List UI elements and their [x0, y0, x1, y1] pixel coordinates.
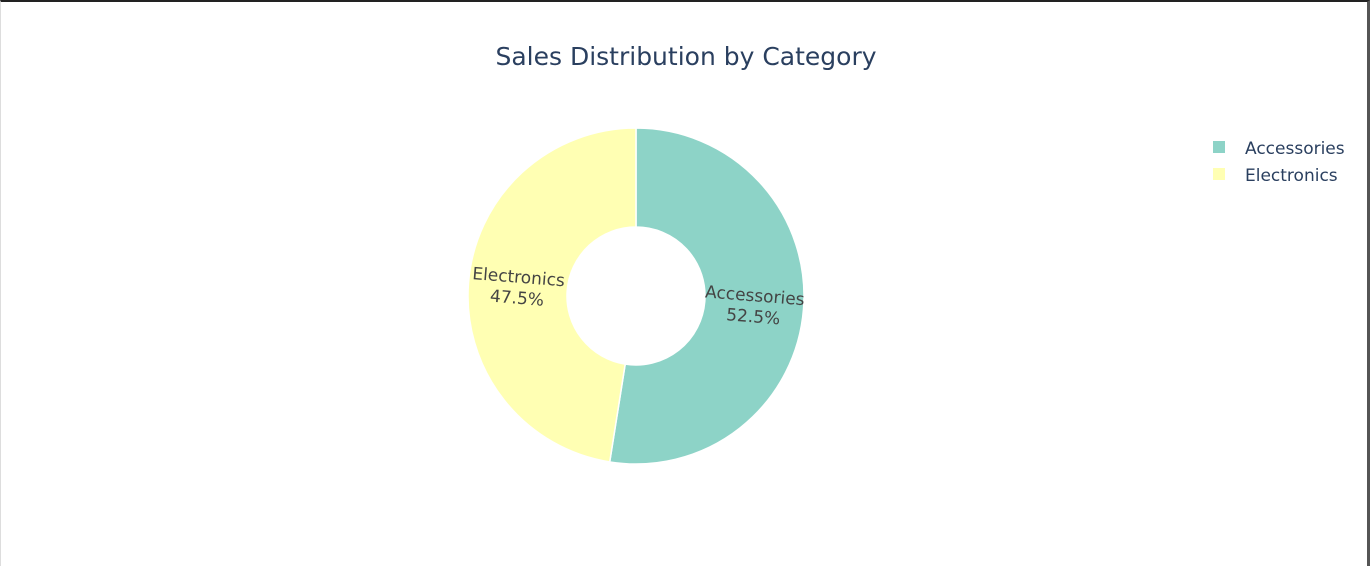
- slice-label-percent: 47.5%: [489, 287, 544, 311]
- slice-label-percent: 52.5%: [725, 305, 780, 329]
- legend-item-electronics[interactable]: Electronics: [1213, 166, 1338, 186]
- legend: Accessories Electronics: [1213, 139, 1345, 186]
- slice-electronics[interactable]: [467, 127, 637, 463]
- legend-item-accessories[interactable]: Accessories: [1213, 139, 1345, 159]
- legend-label: Accessories: [1245, 139, 1345, 159]
- slice-accessories[interactable]: [608, 127, 805, 465]
- slices-group: [467, 127, 805, 465]
- legend-swatch: [1213, 141, 1225, 153]
- legend-swatch: [1213, 168, 1225, 180]
- chart-title: Sales Distribution by Category: [495, 42, 877, 71]
- legend-label: Electronics: [1245, 166, 1338, 186]
